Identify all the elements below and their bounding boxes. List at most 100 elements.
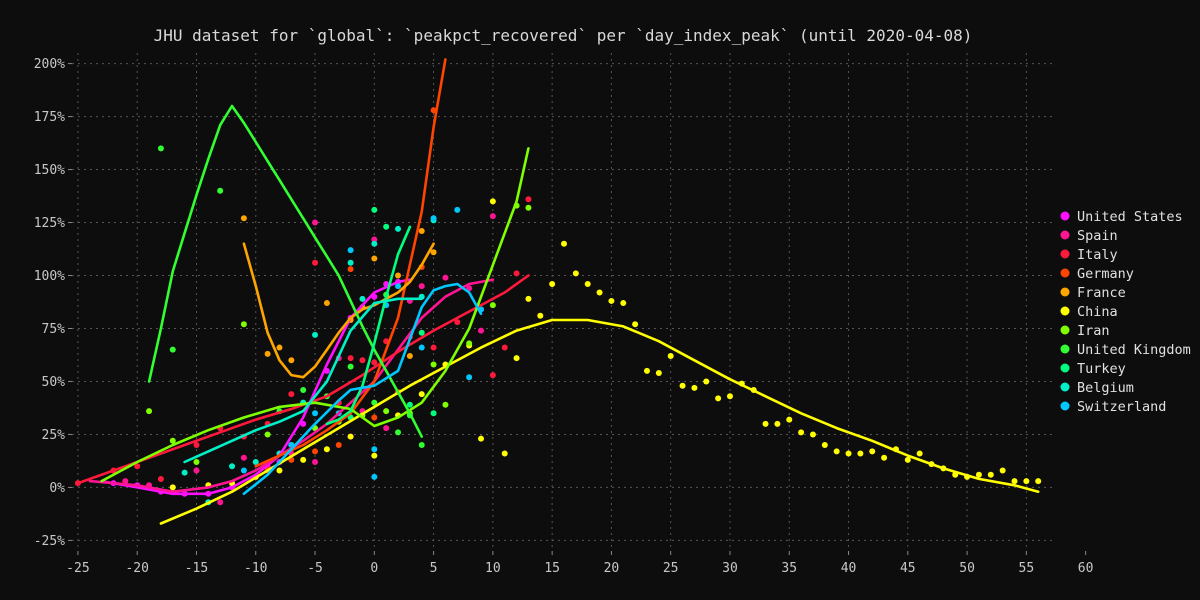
- point-spain: [418, 283, 425, 290]
- point-iran: [240, 321, 247, 328]
- point-switzerland: [466, 374, 473, 381]
- point-turkey: [371, 206, 378, 213]
- legend-label-united-states: United States: [1077, 209, 1183, 225]
- point-spain: [466, 285, 473, 292]
- point-china: [478, 435, 485, 442]
- x-tick-label: 20: [604, 561, 620, 576]
- point-france: [323, 300, 330, 307]
- point-france: [288, 357, 295, 364]
- legend-marker-turkey: [1060, 363, 1070, 373]
- point-france: [240, 215, 247, 222]
- x-tick-label: 60: [1078, 561, 1094, 576]
- x-tick-label: 30: [722, 561, 738, 576]
- point-china: [691, 384, 698, 391]
- point-italy: [525, 196, 532, 203]
- point-switzerland: [454, 206, 461, 213]
- plot-inner: [74, 58, 1042, 525]
- point-china: [916, 450, 923, 457]
- point-china: [169, 484, 176, 491]
- point-spain: [478, 327, 485, 334]
- legend-marker-china: [1060, 306, 1070, 316]
- point-china: [584, 280, 591, 287]
- point-belgium: [312, 331, 319, 338]
- point-china: [596, 289, 603, 296]
- point-france: [430, 249, 437, 256]
- trend-line-united-kingdom: [147, 104, 423, 438]
- point-germany: [335, 442, 342, 449]
- point-spain: [312, 458, 319, 465]
- y-tick-label: 100%: [34, 269, 65, 284]
- point-china: [786, 416, 793, 423]
- legend-label-italy: Italy: [1077, 247, 1118, 263]
- point-france: [371, 255, 378, 262]
- legend-marker-iran: [1060, 325, 1070, 335]
- point-china: [347, 433, 354, 440]
- legend-label-france: France: [1077, 285, 1126, 301]
- point-china: [774, 420, 781, 427]
- y-tick-label: 150%: [34, 163, 65, 178]
- point-china: [833, 448, 840, 455]
- point-spain: [442, 274, 449, 281]
- point-china: [857, 450, 864, 457]
- point-china: [632, 321, 639, 328]
- point-switzerland: [418, 344, 425, 351]
- legend-label-belgium: Belgium: [1077, 380, 1134, 396]
- point-france: [418, 228, 425, 235]
- point-china: [1035, 478, 1042, 485]
- x-tick-label: -20: [125, 561, 148, 576]
- point-china: [300, 456, 307, 463]
- point-spain: [489, 213, 496, 220]
- legend: United States Spain Italy Germany France Chin…: [1060, 209, 1191, 415]
- point-united-kingdom: [157, 145, 164, 152]
- trend-line-switzerland: [242, 282, 483, 496]
- legend-marker-united-kingdom: [1060, 344, 1070, 354]
- point-china: [679, 382, 686, 389]
- point-china: [608, 297, 615, 304]
- point-china: [821, 442, 828, 449]
- point-iran: [264, 431, 271, 438]
- point-china: [501, 450, 508, 457]
- point-china: [525, 295, 532, 302]
- point-china: [715, 395, 722, 402]
- point-spain: [371, 236, 378, 243]
- point-china: [418, 391, 425, 398]
- x-tick-label: 5: [430, 561, 438, 576]
- point-belgium: [229, 463, 236, 470]
- legend-marker-italy: [1060, 249, 1070, 259]
- x-tick-label: 10: [485, 561, 501, 576]
- legend-marker-united-states: [1060, 211, 1070, 221]
- point-united-kingdom: [169, 346, 176, 353]
- point-belgium: [395, 225, 402, 232]
- chart-title: JHU dataset for `global`: `peakpct_recov…: [154, 26, 973, 45]
- plot-area: [74, 58, 1042, 525]
- legend-marker-spain: [1060, 230, 1070, 240]
- point-united-kingdom: [371, 399, 378, 406]
- legend-label-germany: Germany: [1077, 266, 1134, 282]
- point-switzerland: [371, 473, 378, 480]
- trend-line-belgium: [183, 297, 423, 464]
- y-tick-label: 50%: [42, 375, 66, 390]
- point-france: [276, 344, 283, 351]
- point-united-kingdom: [418, 442, 425, 449]
- point-china: [667, 353, 674, 360]
- point-united-kingdom: [395, 429, 402, 436]
- point-switzerland: [240, 467, 247, 474]
- point-italy: [312, 259, 319, 266]
- point-turkey: [430, 410, 437, 417]
- series-china: [169, 198, 1042, 491]
- point-china: [762, 420, 769, 427]
- legend-label-china: China: [1077, 304, 1118, 320]
- point-italy: [134, 463, 141, 470]
- point-united-kingdom: [300, 386, 307, 393]
- point-germany: [371, 414, 378, 421]
- point-spain: [383, 425, 390, 432]
- x-tick-label: 40: [841, 561, 857, 576]
- series-spain: [122, 213, 496, 506]
- point-germany: [312, 448, 319, 455]
- y-tick-label: 25%: [42, 428, 66, 443]
- point-switzerland: [371, 446, 378, 453]
- point-china: [489, 198, 496, 205]
- point-china: [809, 431, 816, 438]
- point-germany: [347, 266, 354, 273]
- legend-marker-germany: [1060, 268, 1070, 278]
